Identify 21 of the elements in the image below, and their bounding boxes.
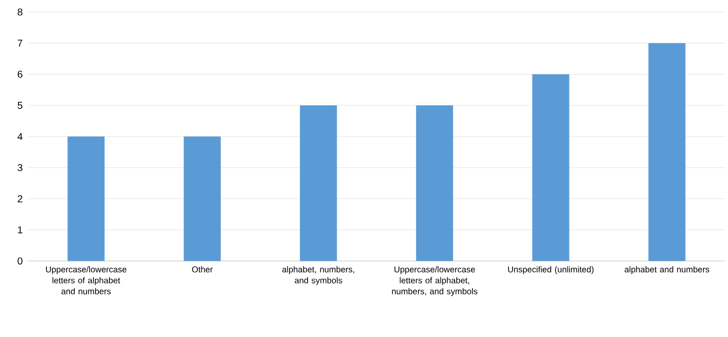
x-tick-label: alphabet and numbers (624, 266, 710, 274)
y-tick-label: 8 (18, 8, 22, 16)
bar (68, 136, 105, 261)
y-tick-label: 0 (18, 257, 22, 265)
y-tick-label: 1 (18, 226, 22, 234)
x-tick-label: alphabet, numbers, and symbols (282, 266, 354, 286)
y-tick-label: 4 (18, 133, 23, 140)
bar (300, 105, 337, 261)
bar (184, 136, 221, 261)
y-tick-label: 3 (18, 164, 22, 172)
x-tick-label: Uppercase/lowercase letters of alphabet and numbers (46, 266, 126, 294)
y-tick-label: 7 (18, 40, 22, 47)
bar (416, 105, 454, 261)
bar (648, 43, 686, 261)
x-tick-label: Unspecified (unlimited) (508, 266, 594, 274)
bar (532, 74, 570, 261)
y-tick-label: 2 (18, 195, 22, 202)
y-tick-label: 6 (18, 70, 22, 78)
y-tick-label: 5 (18, 102, 22, 109)
x-tick-label: Uppercase/lowercase letters of alphabet, numbers, and symbols (392, 266, 478, 296)
x-tick-label: Other (192, 266, 213, 272)
